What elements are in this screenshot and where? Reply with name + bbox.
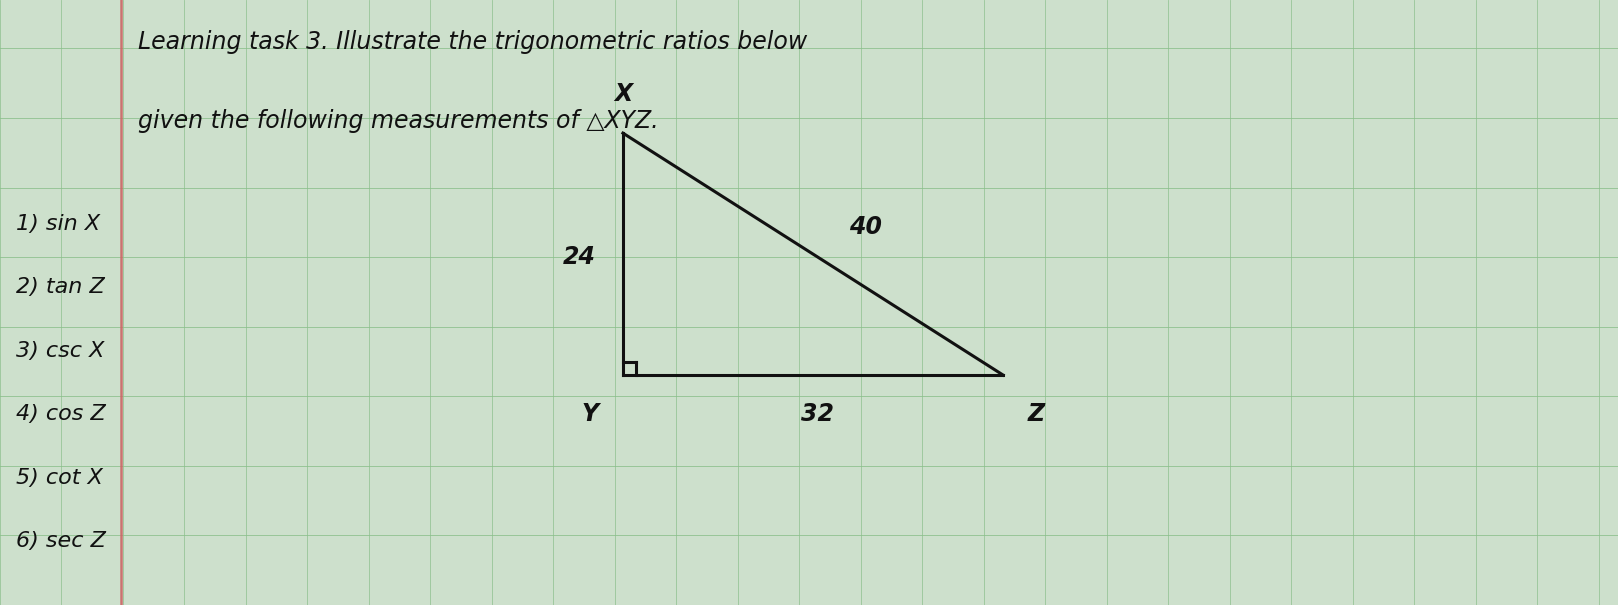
Text: 4) cos Z: 4) cos Z — [16, 404, 105, 425]
Text: 3) csc X: 3) csc X — [16, 341, 105, 361]
Text: given the following measurements of △XYZ.: given the following measurements of △XYZ… — [138, 109, 659, 133]
Text: Y: Y — [581, 402, 599, 427]
Text: 2) tan Z: 2) tan Z — [16, 277, 105, 298]
Text: 1) sin X: 1) sin X — [16, 214, 100, 234]
Text: Z: Z — [1027, 402, 1045, 427]
Text: 5) cot X: 5) cot X — [16, 468, 104, 488]
Text: 32: 32 — [801, 402, 833, 427]
Text: X: X — [613, 82, 633, 106]
Text: 24: 24 — [563, 245, 595, 269]
Text: Learning task 3. Illustrate the trigonometric ratios below: Learning task 3. Illustrate the trigonom… — [138, 30, 807, 54]
Text: 40: 40 — [849, 215, 882, 239]
Text: 6) sec Z: 6) sec Z — [16, 531, 107, 552]
